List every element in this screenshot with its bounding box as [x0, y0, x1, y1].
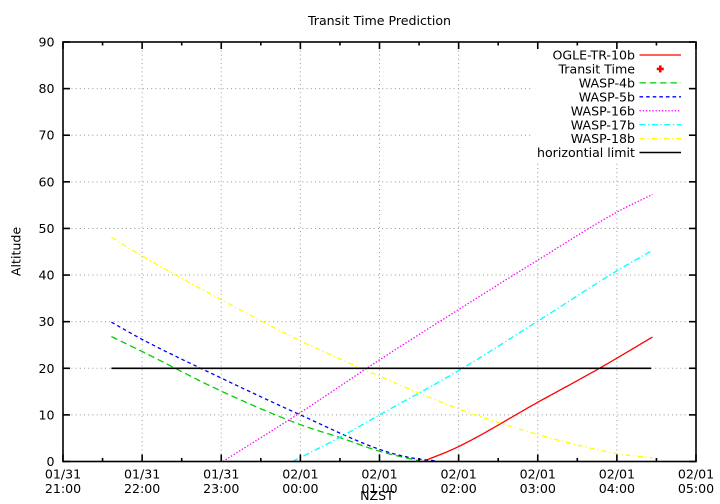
legend-marker-plus — [656, 65, 664, 73]
series-line-ogle-tr-10b — [422, 336, 653, 462]
x-tick-label-date: 01/31 — [203, 466, 239, 481]
series-line-wasp-16b — [222, 193, 653, 462]
x-tick-label-time: 05:00 — [678, 481, 714, 496]
y-tick-label: 70 — [38, 128, 54, 143]
series-line-wasp-5b — [111, 321, 436, 462]
legend-background — [531, 48, 688, 162]
x-tick-label-time: 23:00 — [203, 481, 239, 496]
series-line-wasp-17b — [292, 249, 653, 462]
series-line-wasp-4b — [111, 335, 421, 462]
x-tick-label-date: 01/31 — [124, 466, 160, 481]
y-tick-label: 40 — [38, 268, 54, 283]
y-axis-label: Altitude — [9, 227, 24, 276]
legend-label: WASP-17b — [571, 117, 635, 132]
x-tick-label-date: 02/01 — [520, 466, 556, 481]
y-tick-label: 10 — [38, 407, 54, 422]
y-tick-label: 20 — [38, 361, 54, 376]
x-tick-label-date: 02/01 — [361, 466, 397, 481]
x-tick-label-time: 03:00 — [520, 481, 556, 496]
x-tick-label-time: 04:00 — [599, 481, 635, 496]
series-line-wasp-18b — [111, 236, 653, 459]
x-tick-label-time: 00:00 — [282, 481, 318, 496]
legend-label: WASP-4b — [579, 75, 635, 90]
y-tick-label: 80 — [38, 81, 54, 96]
y-tick-label: 90 — [38, 35, 54, 50]
x-tick-label-time: 02:00 — [440, 481, 476, 496]
chart-title: Transit Time Prediction — [307, 13, 451, 28]
x-tick-label-date: 01/31 — [45, 466, 81, 481]
x-tick-label-date: 02/01 — [599, 466, 635, 481]
x-tick-label-date: 02/01 — [282, 466, 318, 481]
legend-label: WASP-5b — [579, 89, 635, 104]
y-tick-label: 30 — [38, 314, 54, 329]
legend-label: Transit Time — [557, 62, 635, 77]
x-axis-label: NZST — [360, 488, 394, 503]
y-tick-label: 50 — [38, 221, 54, 236]
x-tick-label-time: 21:00 — [45, 481, 81, 496]
y-tick-label: 0 — [46, 454, 54, 469]
legend-label: WASP-18b — [571, 131, 635, 146]
x-tick-label-date: 02/01 — [440, 466, 476, 481]
x-tick-label-time: 01:00 — [361, 481, 397, 496]
legend-label: horizontial limit — [537, 145, 635, 160]
legend-keys — [639, 54, 681, 154]
legend-label: WASP-16b — [571, 103, 635, 118]
series-group — [111, 193, 653, 462]
x-tick-label-time: 22:00 — [124, 481, 160, 496]
axes — [62, 41, 697, 463]
x-tick-label-date: 02/01 — [678, 466, 714, 481]
y-tick-label: 60 — [38, 174, 54, 189]
legend-label: OGLE-TR-10b — [552, 48, 635, 63]
